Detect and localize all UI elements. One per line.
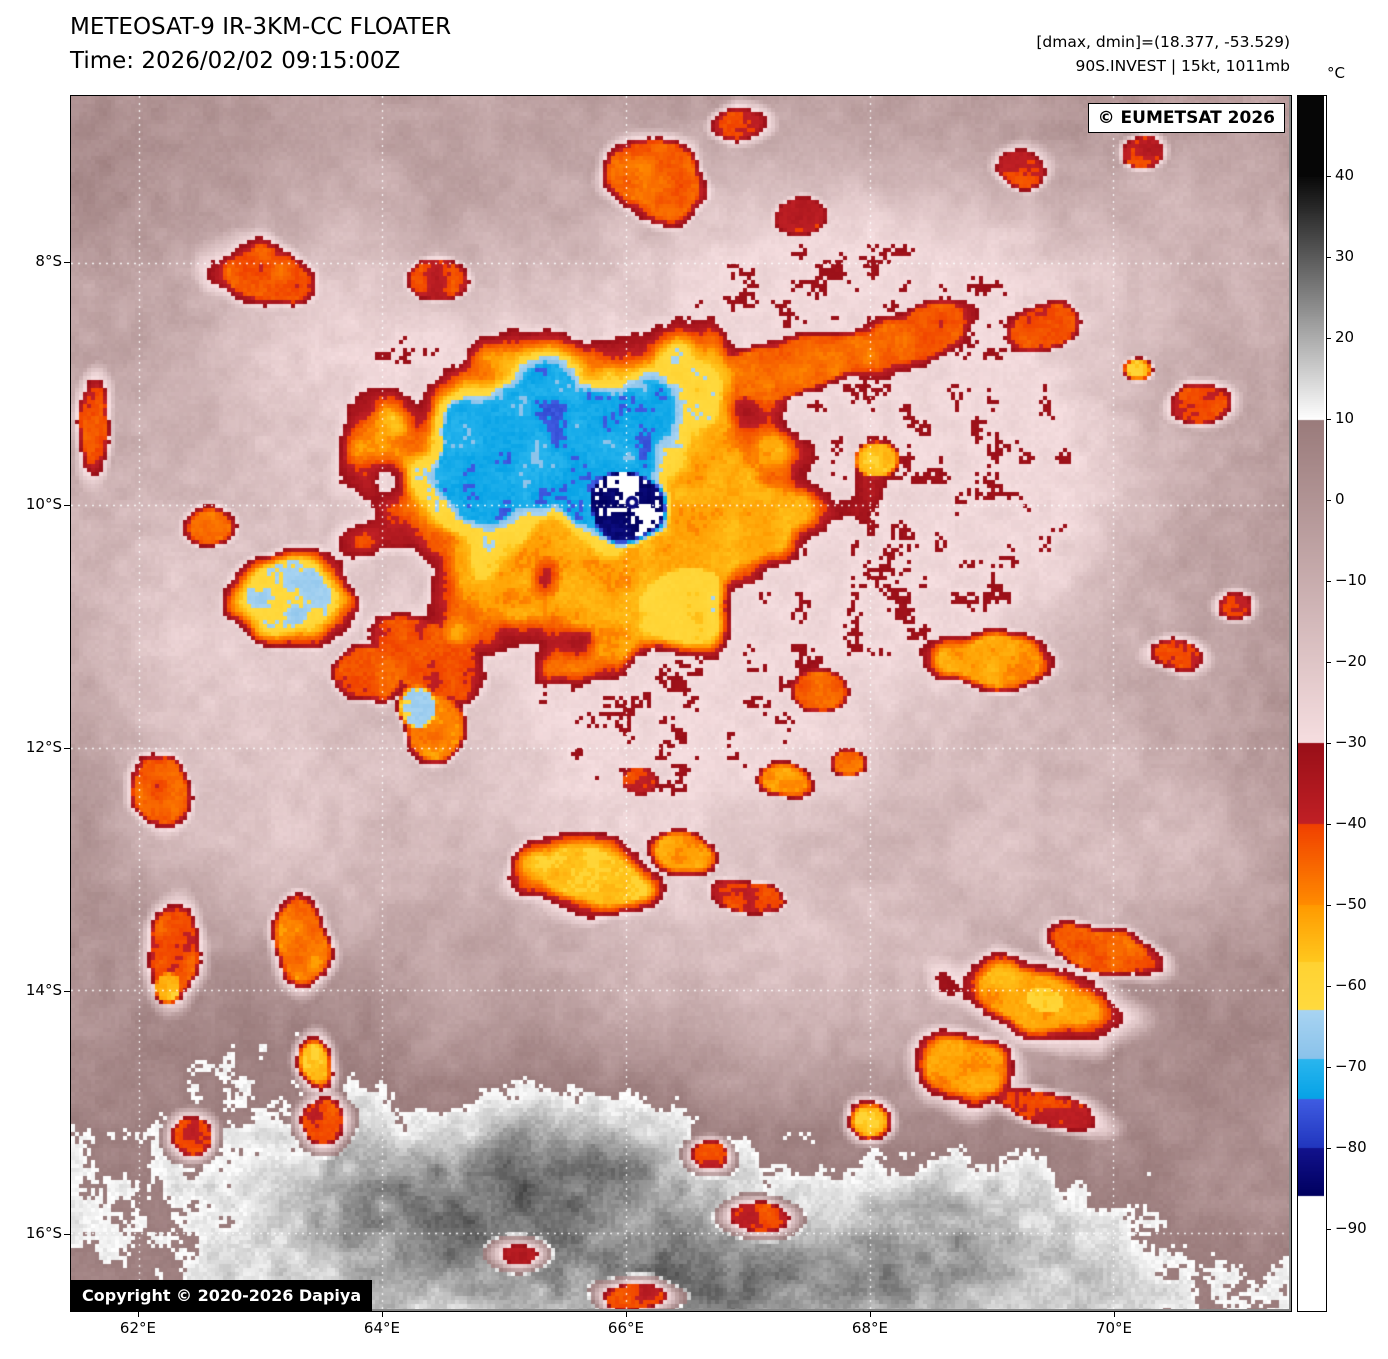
colorbar-tick-label: −90 [1335, 1219, 1367, 1237]
colorbar [1297, 95, 1327, 1312]
lat-tick-mark [64, 1233, 70, 1236]
lon-tick-label: 70°E [1095, 1319, 1132, 1337]
figure-title: METEOSAT-9 IR-3KM-CC FLOATER [70, 14, 452, 40]
colorbar-canvas [1298, 96, 1324, 1309]
lon-tick-mark [1113, 1311, 1116, 1317]
lon-tick-mark [137, 1311, 140, 1317]
colorbar-tick-label: 10 [1335, 409, 1355, 427]
lat-tick-label: 10°S [25, 494, 62, 513]
lat-tick-label: 16°S [25, 1223, 62, 1242]
colorbar-tick-label: −30 [1335, 733, 1367, 751]
colorbar-tick-label: 30 [1335, 247, 1355, 265]
colorbar-tick-label: −40 [1335, 814, 1367, 832]
lon-tick-label: 64°E [363, 1319, 400, 1337]
satellite-imagery-canvas [71, 96, 1289, 1309]
lat-tick-label: 14°S [25, 980, 62, 999]
colorbar-tick-mark [1326, 1067, 1331, 1069]
lat-tick-mark [64, 990, 70, 993]
satellite-map: © EUMETSAT 2026 Copyright © 2020-2026 Da… [70, 95, 1292, 1312]
lat-tick-label: 8°S [35, 251, 62, 270]
colorbar-tick-label: 0 [1335, 490, 1345, 508]
colorbar-tick-label: −10 [1335, 571, 1367, 589]
colorbar-tick-label: −70 [1335, 1057, 1367, 1075]
colorbar-tick-mark [1326, 419, 1331, 421]
figure-timestamp: Time: 2026/02/02 09:15:00Z [70, 48, 401, 74]
colorbar-tick-mark [1326, 581, 1331, 583]
colorbar-tick-label: −20 [1335, 652, 1367, 670]
colorbar-tick-mark [1326, 662, 1331, 664]
colorbar-tick-mark [1326, 1229, 1331, 1231]
lon-tick-label: 66°E [607, 1319, 644, 1337]
colorbar-unit-label: °C [1327, 64, 1345, 82]
invest-intensity-info: 90S.INVEST | 15kt, 1011mb [1075, 57, 1290, 75]
colorbar-tick-mark [1326, 500, 1331, 502]
colorbar-tick-label: −80 [1335, 1138, 1367, 1156]
lon-tick-mark [625, 1311, 628, 1317]
colorbar-tick-label: −50 [1335, 895, 1367, 913]
colorbar-tick-mark [1326, 338, 1331, 340]
colorbar-tick-mark [1326, 905, 1331, 907]
lon-tick-label: 62°E [119, 1319, 156, 1337]
copyright-badge: Copyright © 2020-2026 Dapiya [71, 1280, 373, 1311]
colorbar-tick-mark [1326, 176, 1331, 178]
lat-tick-mark [64, 261, 70, 264]
colorbar-tick-mark [1326, 986, 1331, 988]
colorbar-tick-mark [1326, 257, 1331, 259]
lon-tick-label: 68°E [851, 1319, 888, 1337]
lat-tick-mark [64, 747, 70, 750]
dmax-dmin-info: [dmax, dmin]=(18.377, -53.529) [1036, 33, 1290, 51]
lat-tick-label: 12°S [25, 737, 62, 756]
colorbar-tick-mark [1326, 743, 1331, 745]
colorbar-tick-label: −60 [1335, 976, 1367, 994]
colorbar-tick-label: 40 [1335, 166, 1355, 184]
colorbar-tick-mark [1326, 824, 1331, 826]
colorbar-tick-label: 20 [1335, 328, 1355, 346]
eumetsat-credit-badge: © EUMETSAT 2026 [1087, 103, 1285, 133]
lat-tick-mark [64, 504, 70, 507]
lon-tick-mark [869, 1311, 872, 1317]
lon-tick-mark [381, 1311, 384, 1317]
header-info: [dmax, dmin]=(18.377, -53.529) 90S.INVES… [1036, 30, 1290, 78]
colorbar-tick-mark [1326, 1148, 1331, 1150]
